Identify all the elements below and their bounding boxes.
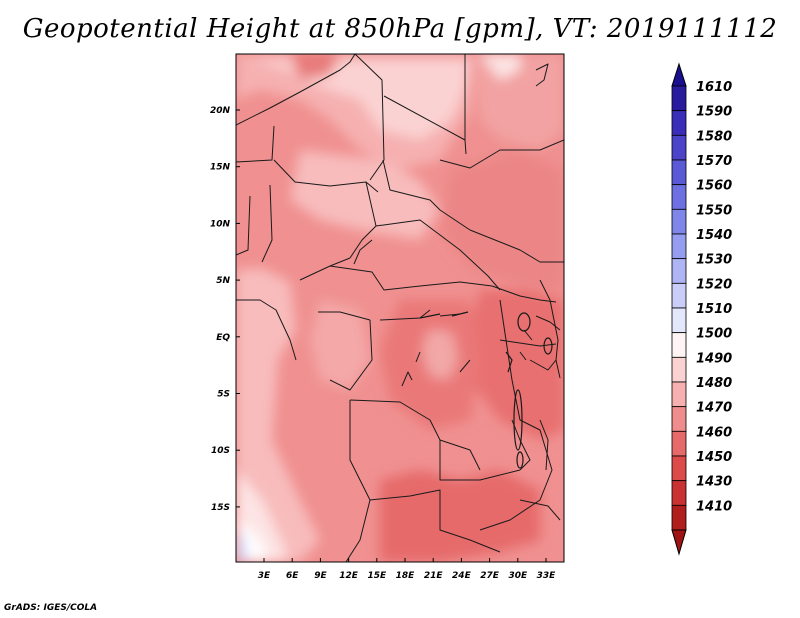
colorbar-swatch <box>671 455 687 482</box>
colorbar-swatch <box>671 282 687 309</box>
colorbar-level-label: 1550 <box>696 203 732 218</box>
lat-tick-label: 20N <box>210 106 231 116</box>
field-region-north-pale <box>250 60 470 140</box>
lon-tick-label: 24E <box>452 571 472 581</box>
field-region-sahel <box>290 150 440 240</box>
field-region-ne-pale <box>480 54 520 80</box>
colorbar-swatch <box>671 332 687 358</box>
colorbar-swatch <box>671 258 687 284</box>
field-region-east-dark <box>470 290 564 440</box>
colorbar-level-label: 1500 <box>696 327 732 342</box>
field-region-sw-blue <box>236 530 248 562</box>
colorbar-level-label: 1520 <box>696 277 732 292</box>
colorbar-swatch <box>671 430 687 457</box>
lat-tick-label: 15S <box>211 503 230 513</box>
country-borders <box>236 54 564 562</box>
colorbar-level-label: 1490 <box>696 351 732 366</box>
longitude-axis: 3E 6E 9E 12E 15E 18E 21E 24E 27E 30E 33E <box>258 558 556 581</box>
colorbar-level-label: 1510 <box>696 302 732 317</box>
lon-tick-label: 27E <box>480 571 500 581</box>
colorbar-top-arrow <box>671 62 687 87</box>
lon-tick-label: 9E <box>314 571 327 581</box>
lakes <box>419 311 553 469</box>
colorbar-swatch <box>671 233 687 260</box>
field-region-south-dark <box>380 470 540 562</box>
colorbar-swatch <box>671 159 687 186</box>
latitude-axis: 20N 15N 10N 5N EQ 5S 10S 15S <box>210 106 240 513</box>
field-region-congo-pale <box>422 330 458 380</box>
lon-tick-label: 30E <box>508 571 528 581</box>
colorbar-level-label: 1580 <box>696 129 732 144</box>
colorbar-level-label: 1430 <box>696 475 732 490</box>
colorbar: 1610 1590 1580 1570 1560 1550 1540 1530 1520 1510… <box>671 62 732 556</box>
colorbar-level-label: 1540 <box>696 228 732 243</box>
colorbar-level-label: 1530 <box>696 253 732 268</box>
height-field <box>236 54 564 562</box>
lat-tick-label: EQ <box>216 333 230 343</box>
field-region-east-mid <box>440 150 564 290</box>
colorbar-swatch <box>671 381 687 408</box>
lon-tick-label: 3E <box>258 571 271 581</box>
lat-tick-label: 5N <box>216 276 230 286</box>
lon-tick-label: 21E <box>424 571 444 581</box>
colorbar-level-label: 1410 <box>696 499 732 514</box>
lon-tick-label: 6E <box>286 571 299 581</box>
field-region-ne <box>470 54 564 150</box>
lon-tick-label: 33E <box>537 571 557 581</box>
lon-tick-label: 12E <box>339 571 359 581</box>
colorbar-swatch <box>671 307 687 334</box>
chart-title: Geopotential Height at 850hPa [gpm], VT:… <box>22 14 778 44</box>
colorbar-swatch <box>671 184 687 210</box>
map-frame <box>235 53 565 563</box>
colorbar-level-label: 1470 <box>696 401 732 416</box>
colorbar-swatch <box>671 504 687 531</box>
colorbar-swatch <box>671 110 687 136</box>
colorbar-level-label: 1450 <box>696 450 732 465</box>
colorbar-level-label: 1480 <box>696 376 732 391</box>
colorbar-level-label: 1590 <box>696 105 732 120</box>
colorbar-level-label: 1570 <box>696 154 732 169</box>
lon-tick-label: 15E <box>367 571 387 581</box>
colorbar-level-label: 1460 <box>696 425 732 440</box>
colorbar-swatch <box>671 134 687 161</box>
lat-tick-label: 10S <box>211 446 230 456</box>
colorbar-bottom-arrow <box>671 529 687 556</box>
colorbar-swatch <box>671 406 687 432</box>
field-region-sw-white <box>240 520 268 562</box>
colorbar-swatch <box>671 208 687 235</box>
field-region-west-light <box>236 268 320 562</box>
colorbar-level-label: 1560 <box>696 179 732 194</box>
colorbar-swatch <box>671 480 687 506</box>
lat-tick-label: 10N <box>210 219 231 229</box>
field-region-gabon-light <box>310 300 370 390</box>
lon-tick-label: 18E <box>396 571 416 581</box>
colorbar-swatch <box>671 85 687 112</box>
lat-tick-label: 5S <box>217 390 230 400</box>
credit-label: GrADS: IGES/COLA <box>4 603 98 613</box>
lat-tick-label: 15N <box>210 163 231 173</box>
field-region-nw-dark <box>290 54 340 80</box>
colorbar-swatch <box>671 356 687 383</box>
colorbar-level-label: 1610 <box>696 80 732 95</box>
